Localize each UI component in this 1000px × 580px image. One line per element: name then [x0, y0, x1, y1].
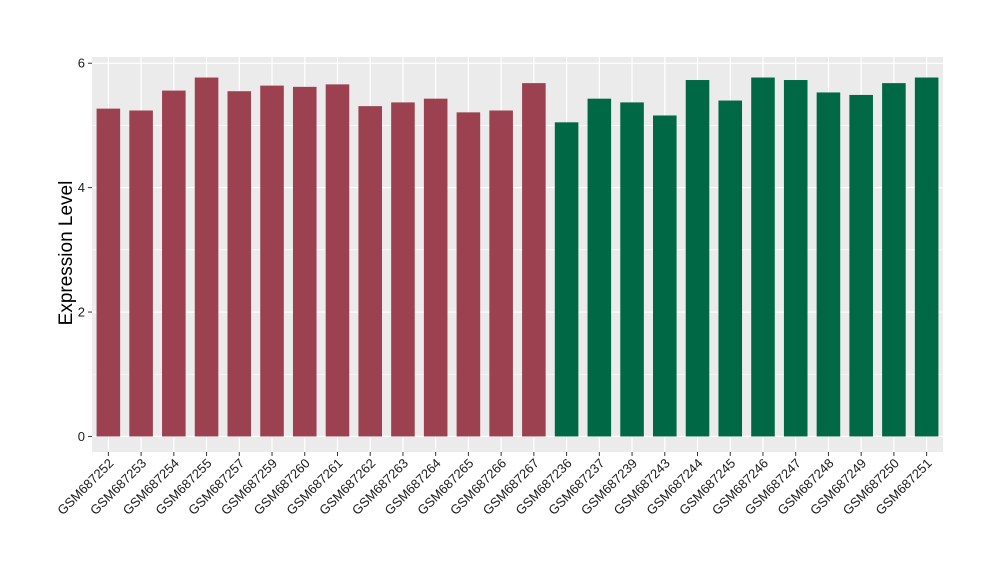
y-axis-title: Expression Level [56, 181, 77, 326]
bar-GSM687239 [620, 102, 644, 437]
y-tick-label: 6 [78, 56, 85, 71]
bar-GSM687265 [456, 112, 481, 437]
y-axis: 0 2 4 6 [78, 56, 92, 444]
bar-GSM687262 [358, 106, 382, 437]
bar-GSM687257 [227, 91, 252, 437]
bar-GSM687267 [522, 83, 546, 437]
bar-GSM687252 [96, 108, 121, 437]
bars [96, 77, 939, 437]
bar-GSM687260 [292, 86, 317, 437]
bar-GSM687263 [391, 102, 415, 437]
bar-GSM687253 [129, 110, 153, 437]
x-axis: GSM687252GSM687253GSM687254GSM687255GSM6… [54, 452, 935, 518]
y-tick-label: 2 [78, 305, 85, 320]
bar-GSM687246 [751, 77, 775, 437]
bar-GSM687264 [423, 98, 448, 437]
bar-GSM687255 [194, 77, 219, 437]
bar-GSM687259 [260, 85, 284, 437]
bar-GSM687266 [489, 110, 513, 437]
y-tick-label: 4 [78, 180, 85, 195]
bar-GSM687245 [718, 100, 743, 437]
bar-GSM687237 [587, 98, 612, 437]
bar-GSM687247 [783, 80, 808, 437]
bar-GSM687250 [882, 83, 906, 437]
bar-GSM687251 [914, 77, 939, 437]
plot-panel [92, 57, 943, 452]
bar-GSM687248 [816, 92, 841, 437]
bar-GSM687236 [554, 122, 579, 437]
bar-GSM687261 [325, 84, 350, 437]
y-tick-label: 0 [78, 429, 85, 444]
bar-GSM687244 [685, 80, 710, 437]
bar-GSM687249 [849, 94, 873, 437]
bar-GSM687254 [162, 90, 186, 437]
bar-GSM687243 [653, 115, 677, 437]
